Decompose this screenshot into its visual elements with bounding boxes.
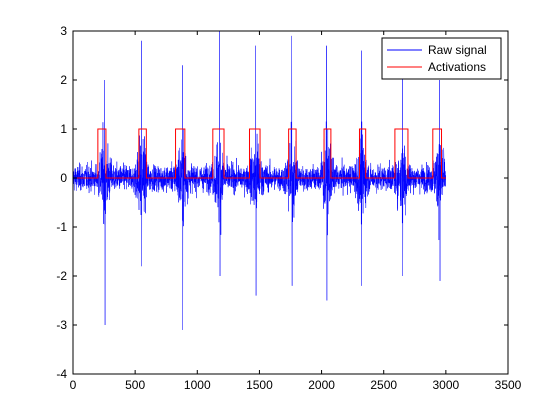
legend-label: Activations: [428, 60, 486, 74]
x-tick-label: 3000: [433, 378, 460, 392]
y-tick-label: 1: [60, 122, 67, 136]
series-layer: [72, 30, 446, 330]
y-tick-label: 2: [60, 73, 67, 87]
axes-frame: [72, 30, 509, 375]
x-tick-label: 1500: [246, 378, 273, 392]
raw-signal-line: [72, 30, 446, 330]
x-tick-label: 3500: [495, 378, 522, 392]
x-tick-label: 2000: [308, 378, 335, 392]
plot-area: [73, 31, 508, 374]
x-tick-label: 1000: [184, 378, 211, 392]
y-tick-label: -2: [56, 269, 67, 283]
legend-box: [381, 37, 502, 80]
x-tick-label: 0: [70, 378, 77, 392]
activations-line: [73, 128, 446, 179]
legend-label: Raw signal: [428, 43, 487, 57]
y-tick-label: -1: [56, 220, 67, 234]
x-tick-label: 500: [125, 378, 145, 392]
y-tick-label: -4: [56, 367, 67, 381]
axes-layer: 0 500 1000 1500 2000 2500 3000 3500 -4 -3 -2 -1 0 1 2 3: [56, 24, 521, 392]
y-tick-label: 3: [60, 24, 67, 38]
x-tick-label: 2500: [370, 378, 397, 392]
y-tick-label: 0: [60, 171, 67, 185]
legend: Raw signal Activations: [381, 37, 502, 80]
y-tick-label: -3: [56, 318, 67, 332]
